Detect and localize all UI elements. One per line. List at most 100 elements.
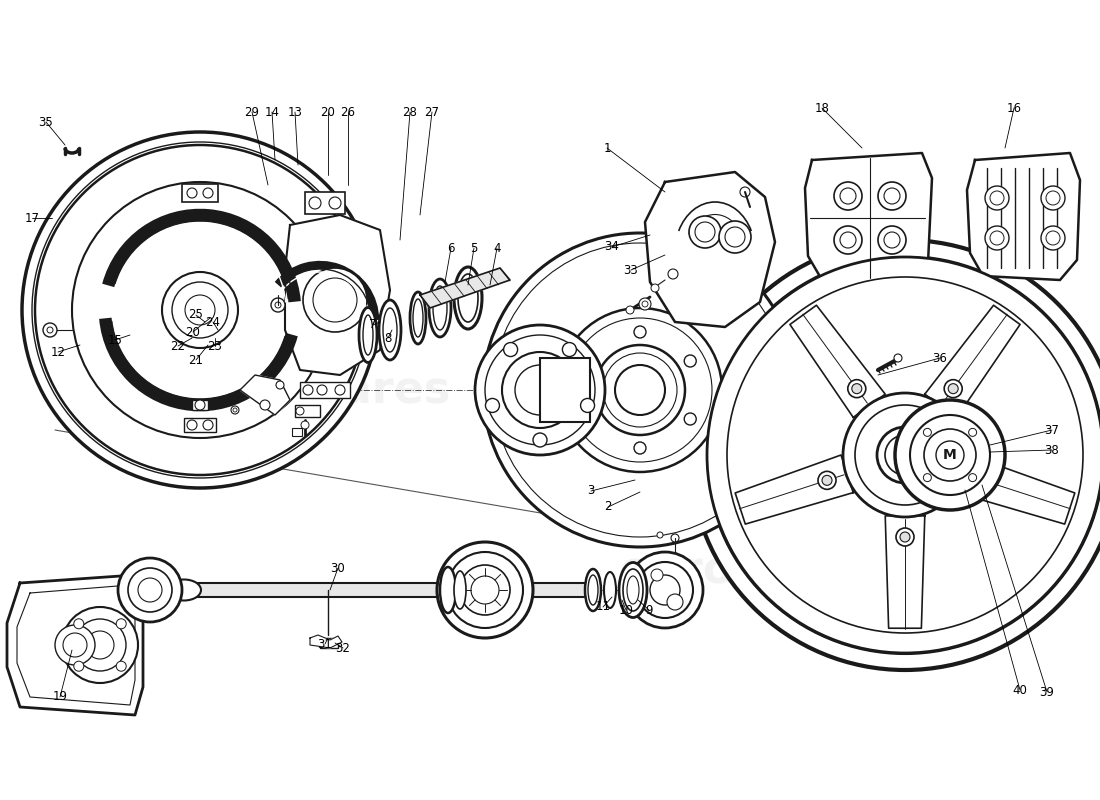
Ellipse shape <box>454 267 482 329</box>
Circle shape <box>895 400 1005 510</box>
Ellipse shape <box>359 307 377 362</box>
Circle shape <box>562 342 576 357</box>
Circle shape <box>301 421 309 429</box>
Text: 33: 33 <box>624 263 638 277</box>
Ellipse shape <box>429 279 451 337</box>
Text: 14: 14 <box>264 106 279 118</box>
Text: 23: 23 <box>208 339 222 353</box>
Text: 31: 31 <box>318 638 332 650</box>
Circle shape <box>317 385 327 395</box>
Circle shape <box>584 413 596 425</box>
Text: 9: 9 <box>646 603 652 617</box>
Circle shape <box>437 542 534 638</box>
Circle shape <box>924 429 976 481</box>
Circle shape <box>671 534 679 542</box>
Ellipse shape <box>588 575 598 605</box>
Circle shape <box>260 400 270 410</box>
Circle shape <box>1046 231 1060 245</box>
Circle shape <box>910 415 990 495</box>
Circle shape <box>900 532 910 542</box>
Text: 38: 38 <box>1045 443 1059 457</box>
Text: 5: 5 <box>471 242 477 254</box>
Circle shape <box>684 355 696 367</box>
Circle shape <box>558 308 722 472</box>
Circle shape <box>1041 186 1065 210</box>
Text: 8: 8 <box>384 331 392 345</box>
Circle shape <box>460 565 510 615</box>
Polygon shape <box>645 172 775 327</box>
Circle shape <box>1046 191 1060 205</box>
Ellipse shape <box>145 577 187 603</box>
Circle shape <box>978 475 988 486</box>
Text: 37: 37 <box>1045 423 1059 437</box>
Circle shape <box>878 182 906 210</box>
Circle shape <box>485 335 595 445</box>
Circle shape <box>162 272 238 348</box>
Circle shape <box>855 405 955 505</box>
Circle shape <box>884 188 900 204</box>
Circle shape <box>894 354 902 362</box>
Text: 34: 34 <box>605 241 619 254</box>
Text: 3: 3 <box>587 485 595 498</box>
Circle shape <box>233 408 236 412</box>
Circle shape <box>117 618 126 629</box>
Polygon shape <box>790 306 886 418</box>
Circle shape <box>923 428 932 436</box>
Circle shape <box>117 662 126 671</box>
Bar <box>192 400 208 410</box>
Circle shape <box>990 231 1004 245</box>
Text: 16: 16 <box>1006 102 1022 114</box>
Text: 22: 22 <box>170 339 186 353</box>
Ellipse shape <box>363 315 373 355</box>
Text: M: M <box>943 448 957 462</box>
Circle shape <box>74 618 84 629</box>
Polygon shape <box>310 635 342 648</box>
Circle shape <box>634 326 646 338</box>
Bar <box>300 382 350 398</box>
Circle shape <box>493 243 786 537</box>
Circle shape <box>128 568 172 612</box>
Circle shape <box>626 306 634 314</box>
Bar <box>320 638 338 648</box>
Text: 19: 19 <box>53 690 67 703</box>
Circle shape <box>657 532 663 538</box>
Circle shape <box>568 318 712 462</box>
Text: 28: 28 <box>403 106 417 118</box>
Circle shape <box>727 277 1084 633</box>
Circle shape <box>695 222 715 242</box>
Circle shape <box>204 420 213 430</box>
Text: 1: 1 <box>603 142 611 154</box>
Circle shape <box>684 413 696 425</box>
Circle shape <box>944 380 962 398</box>
Circle shape <box>74 619 126 671</box>
Circle shape <box>43 323 57 337</box>
Circle shape <box>471 576 499 604</box>
Circle shape <box>974 471 992 490</box>
Text: 35: 35 <box>39 115 54 129</box>
Circle shape <box>886 435 925 475</box>
Text: 11: 11 <box>595 601 610 614</box>
Text: 20: 20 <box>320 106 336 118</box>
Circle shape <box>118 558 182 622</box>
Circle shape <box>689 216 720 248</box>
Text: 24: 24 <box>206 315 220 329</box>
Circle shape <box>615 365 666 415</box>
Circle shape <box>690 240 1100 670</box>
Circle shape <box>740 187 750 197</box>
Circle shape <box>86 631 114 659</box>
Circle shape <box>72 182 328 438</box>
Text: 6: 6 <box>448 242 454 254</box>
Circle shape <box>475 325 605 455</box>
Circle shape <box>336 385 345 395</box>
Circle shape <box>896 528 914 546</box>
Circle shape <box>651 284 659 292</box>
Circle shape <box>296 407 304 415</box>
Bar <box>305 192 345 214</box>
Circle shape <box>195 400 205 410</box>
Circle shape <box>936 441 964 469</box>
Polygon shape <box>925 306 1020 418</box>
Circle shape <box>35 145 365 475</box>
Circle shape <box>138 578 162 602</box>
Ellipse shape <box>433 286 447 330</box>
Bar <box>184 418 216 432</box>
